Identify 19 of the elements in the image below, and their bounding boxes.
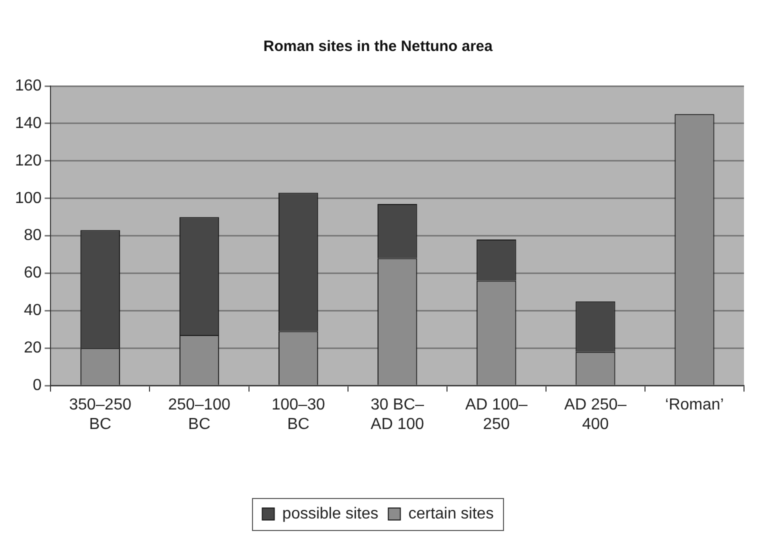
chart-title: Roman sites in the Nettuno area [263, 38, 494, 56]
y-tick-label: 20 [24, 340, 42, 357]
x-tick-label: AD 250–400 [564, 396, 627, 433]
y-tick-label: 140 [14, 114, 42, 132]
x-tick-label: ‘Roman’ [665, 396, 724, 414]
x-tick-label: AD 100–250 [465, 396, 528, 433]
y-tick-label: 160 [14, 77, 42, 94]
y-tick-label: 0 [32, 377, 42, 394]
legend-label: certain sites [408, 505, 494, 522]
y-tick-label: 100 [14, 190, 42, 207]
y-tick-label: 40 [24, 302, 42, 320]
y-tick-label: 60 [24, 264, 42, 282]
x-tick-label: 30 BC–AD 100 [370, 396, 424, 433]
x-tick-label: 250–100 BC [168, 396, 231, 433]
y-tick-label: 120 [14, 152, 42, 170]
y-tick-label: 80 [24, 227, 42, 244]
x-tick-label: 100–30 BC [272, 396, 326, 433]
x-tick-label: 350–250 BC [69, 396, 132, 433]
legend-label: possible sites [282, 505, 378, 522]
